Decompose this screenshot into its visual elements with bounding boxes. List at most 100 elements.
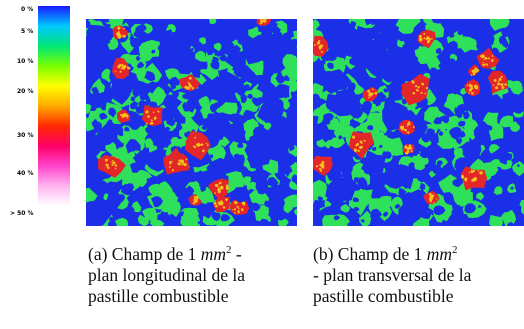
pore: [108, 107, 117, 118]
hot-speckle: [408, 121, 411, 125]
pore: [224, 35, 234, 43]
large-pore: [365, 48, 393, 81]
hot-speckle: [225, 184, 229, 187]
pore: [462, 111, 468, 116]
pore: [447, 42, 457, 51]
secondary-phase: [208, 19, 217, 25]
pore: [251, 77, 258, 83]
large-pore: [274, 84, 290, 99]
pore: [293, 24, 297, 31]
pore: [508, 173, 517, 183]
pore: [291, 174, 297, 186]
pore: [313, 104, 318, 110]
hot-speckle: [408, 144, 412, 147]
pore: [213, 29, 223, 38]
hot-speckle: [111, 164, 114, 167]
hot-spot: [178, 74, 201, 92]
pore: [118, 130, 124, 137]
hot-speckle: [433, 202, 435, 204]
hot-speckle: [217, 201, 221, 205]
caption-a-exp: 2: [226, 244, 232, 256]
hot-speckle: [485, 63, 489, 66]
pore: [224, 75, 236, 87]
secondary-phase: [246, 181, 257, 192]
pore: [86, 75, 97, 87]
pore: [174, 114, 186, 124]
hot-speckle: [215, 204, 218, 208]
hot-speckle: [112, 161, 116, 165]
hot-speckle: [358, 146, 363, 150]
caption-b-unit: mm: [426, 244, 453, 264]
pore: [439, 115, 447, 122]
pore: [464, 72, 469, 77]
pore: [412, 56, 419, 61]
pore: [164, 87, 172, 96]
pore: [163, 19, 173, 25]
pore: [383, 211, 389, 216]
pore: [270, 218, 276, 223]
hot-speckle: [360, 141, 363, 144]
pore: [446, 58, 456, 67]
pore: [179, 211, 184, 217]
colorbar-tick-10: 10 %: [17, 58, 34, 65]
pore: [498, 210, 503, 216]
hot-speckle: [236, 205, 239, 208]
hot-speckle: [494, 85, 499, 90]
caption-a-suffix: -: [231, 244, 242, 264]
pore: [379, 144, 383, 149]
pore: [167, 29, 173, 35]
pore: [270, 153, 274, 158]
large-pore: [331, 87, 363, 117]
pore: [86, 151, 93, 164]
pore: [232, 154, 245, 165]
hot-speckle: [234, 201, 238, 205]
secondary-phase: [165, 200, 181, 218]
caption-a-unit: mm: [200, 244, 227, 264]
colorbar-tick-0: 0 %: [21, 6, 34, 13]
pore: [510, 186, 514, 190]
hot-speckle: [117, 26, 121, 30]
pore: [424, 163, 431, 169]
hot-speckle: [183, 164, 186, 167]
large-pore: [162, 94, 178, 108]
hot-speckle: [425, 86, 429, 90]
large-pore: [247, 153, 265, 169]
hot-speckle: [418, 35, 422, 39]
pore: [189, 47, 194, 53]
field-image-transverse: [313, 19, 524, 226]
pore: [137, 23, 147, 33]
secondary-phase: [366, 112, 385, 129]
hot-speckle: [477, 170, 480, 172]
hot-speckle: [146, 122, 148, 125]
pore: [380, 30, 387, 35]
pore: [198, 184, 203, 188]
pore: [450, 85, 459, 95]
hot-speckle: [195, 199, 199, 203]
pore: [107, 40, 111, 44]
hot-speckle: [127, 66, 130, 70]
hot-speckle: [460, 174, 465, 179]
hot-speckle: [206, 144, 209, 147]
pore: [86, 70, 89, 76]
pore: [392, 30, 402, 39]
secondary-phase: [510, 121, 521, 132]
large-pore: [241, 34, 271, 65]
hot-speckle: [482, 63, 485, 67]
pore: [383, 88, 389, 93]
pore: [334, 215, 341, 221]
pore: [100, 105, 106, 111]
hot-speckle: [468, 171, 471, 174]
hot-speckle: [233, 208, 236, 211]
hot-speckle: [111, 161, 113, 163]
pore: [501, 25, 513, 38]
pore: [461, 75, 467, 81]
hot-speckle: [224, 198, 229, 202]
pore: [237, 141, 244, 148]
hot-speckle: [483, 58, 486, 60]
pore: [186, 102, 197, 113]
secondary-phase: [482, 112, 499, 127]
pore: [350, 21, 356, 27]
large-pore: [103, 191, 123, 211]
pore: [226, 42, 235, 51]
pore: [201, 124, 207, 131]
